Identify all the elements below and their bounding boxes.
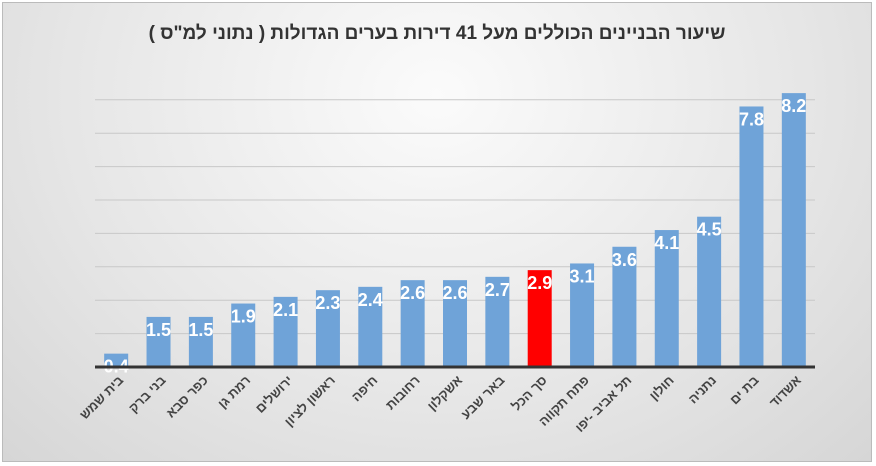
data-label: 3.6 — [612, 250, 637, 270]
bar — [358, 286, 383, 367]
data-label: 8.2 — [781, 96, 806, 116]
data-label: 2.9 — [527, 273, 552, 293]
category-label: בני ברק — [126, 373, 169, 416]
data-label: 2.7 — [485, 280, 510, 300]
chart-title: שיעור הבניינים הכוללים מעל 41 דירות בערי… — [148, 23, 726, 44]
category-label: רמת גן — [215, 373, 254, 412]
category-label: נתניה — [685, 373, 719, 407]
data-label: 2.3 — [315, 293, 340, 313]
data-label: 7.8 — [739, 109, 764, 129]
data-label: 1.9 — [231, 307, 256, 327]
data-label: 4.1 — [654, 233, 679, 253]
bar — [612, 246, 637, 367]
bar — [485, 276, 510, 367]
bar — [400, 280, 425, 367]
data-label: 2.6 — [400, 283, 425, 303]
bar — [104, 353, 129, 367]
data-label: 2.6 — [442, 283, 467, 303]
category-label: אשדוד — [766, 372, 804, 410]
bar — [188, 316, 213, 367]
data-label: 2.4 — [358, 290, 383, 310]
bar — [443, 280, 467, 367]
bar — [697, 216, 722, 367]
data-label: 4.5 — [697, 220, 722, 240]
bar — [527, 270, 552, 367]
category-label: אשקלון — [424, 372, 465, 413]
category-label: באר שבע — [458, 373, 507, 422]
data-label: 1.5 — [188, 320, 213, 340]
category-label: בת ים — [727, 373, 762, 408]
bar — [781, 93, 806, 368]
category-label: סך הכל — [509, 373, 550, 414]
bar — [654, 230, 679, 367]
category-label: ירושלים — [252, 373, 295, 416]
category-label: חולון — [646, 373, 677, 404]
category-label: חיפה — [349, 373, 381, 405]
category-label: בית שמש — [77, 373, 127, 423]
bar — [739, 106, 764, 367]
bar — [231, 303, 256, 367]
bar — [570, 263, 595, 367]
bar — [315, 290, 340, 367]
data-label: 2.1 — [273, 300, 298, 320]
category-label: כפר סבא — [163, 373, 211, 421]
data-label: 3.1 — [570, 266, 595, 286]
bar — [273, 296, 298, 367]
bar — [146, 316, 171, 367]
data-label: 1.5 — [146, 320, 171, 340]
category-label: רחובות — [383, 373, 423, 413]
